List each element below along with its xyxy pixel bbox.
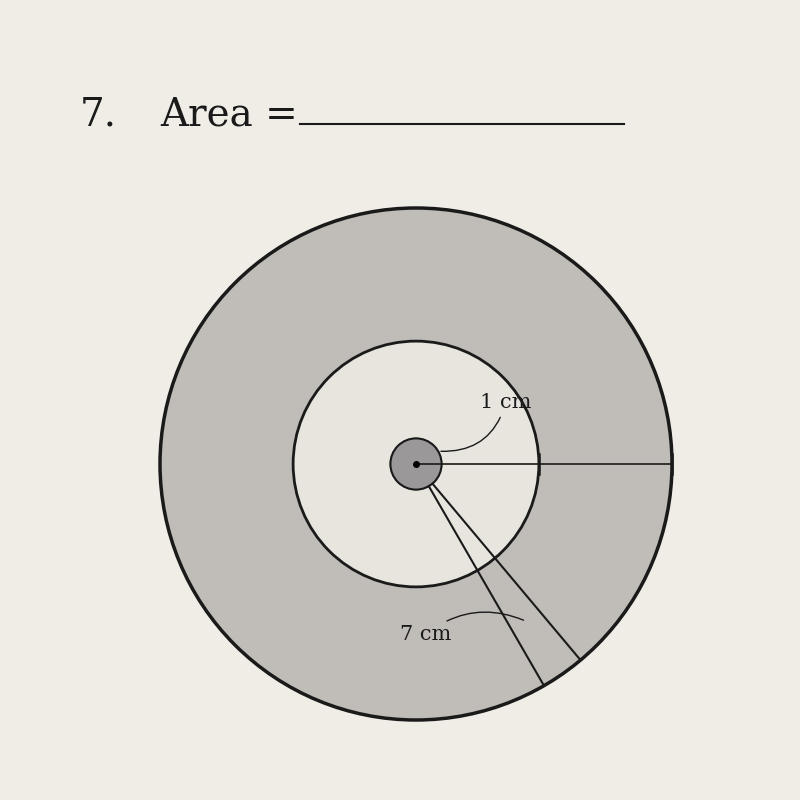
Circle shape: [160, 208, 672, 720]
Text: 7 cm: 7 cm: [400, 612, 523, 644]
Text: 1 cm: 1 cm: [441, 393, 531, 451]
Circle shape: [293, 341, 539, 587]
Circle shape: [390, 438, 442, 490]
Text: 7.: 7.: [80, 96, 117, 133]
Text: Area =: Area =: [160, 96, 310, 133]
